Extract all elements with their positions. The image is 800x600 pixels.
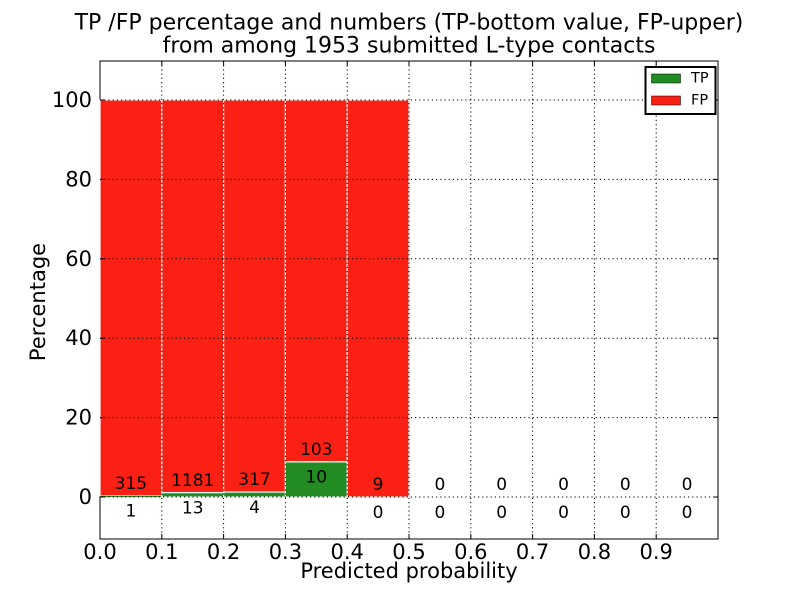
fp-count-label-6: 0 bbox=[496, 475, 507, 495]
x-tick-label-0.9: 0.9 bbox=[639, 540, 672, 564]
x-tick-label-0.2: 0.2 bbox=[207, 540, 240, 564]
fp-count-label-0: 315 bbox=[115, 474, 147, 494]
fp-count-label-7: 0 bbox=[558, 475, 569, 495]
x-tick-label-0.5: 0.5 bbox=[392, 540, 425, 564]
tp-count-label-0: 1 bbox=[125, 502, 136, 522]
tp-count-label-4: 0 bbox=[373, 503, 384, 523]
y-tick-label-60: 60 bbox=[65, 247, 92, 271]
chart-title-line-1: TP /FP percentage and numbers (TP-bottom… bbox=[74, 11, 744, 36]
tp-count-label-2: 4 bbox=[249, 498, 260, 518]
bar-fp-0 bbox=[99, 99, 163, 497]
bar-tp-0 bbox=[100, 495, 162, 497]
fp-count-label-9: 0 bbox=[682, 475, 693, 495]
bar-tp-1 bbox=[161, 492, 225, 498]
fp-count-label-3: 103 bbox=[300, 440, 332, 460]
x-tick-label-0.6: 0.6 bbox=[454, 540, 487, 564]
tp-count-label-1: 13 bbox=[182, 499, 204, 519]
tp-count-label-3: 10 bbox=[305, 468, 327, 488]
x-tick-label-0.3: 0.3 bbox=[269, 540, 302, 564]
fp-count-label-5: 0 bbox=[434, 475, 445, 495]
x-tick-label-0.8: 0.8 bbox=[578, 540, 611, 564]
x-tick-label-0.1: 0.1 bbox=[145, 540, 178, 564]
fp-count-label-8: 0 bbox=[620, 475, 631, 495]
fp-count-label-1: 1181 bbox=[171, 471, 214, 491]
legend-swatch-fp bbox=[651, 95, 681, 106]
chart-title-line-2: from among 1953 submitted L-type contact… bbox=[163, 34, 656, 59]
x-tick-label-0.0: 0.0 bbox=[83, 540, 116, 564]
tp-count-label-5: 0 bbox=[434, 503, 445, 523]
y-axis-label: Percentage bbox=[26, 243, 50, 361]
y-tick-label-80: 80 bbox=[65, 167, 92, 191]
tp-count-label-7: 0 bbox=[558, 503, 569, 523]
tp-count-label-6: 0 bbox=[496, 503, 507, 523]
legend-label-fp: FP bbox=[691, 93, 708, 109]
legend-label-tp: TP bbox=[690, 71, 709, 87]
y-tick-label-40: 40 bbox=[65, 326, 92, 350]
x-axis-label: Predicted probability bbox=[300, 559, 517, 583]
fp-count-label-2: 317 bbox=[238, 470, 270, 490]
fp-count-label-4: 9 bbox=[373, 475, 384, 495]
bar-fp-1 bbox=[161, 99, 225, 494]
y-tick-label-20: 20 bbox=[65, 406, 92, 430]
bar-fp-4 bbox=[346, 99, 410, 498]
bar-tp-2 bbox=[223, 491, 287, 498]
bar-fp-2 bbox=[223, 99, 287, 493]
legend-swatch-tp bbox=[651, 73, 681, 84]
tp-count-label-9: 0 bbox=[682, 503, 693, 523]
y-tick-label-0: 0 bbox=[79, 485, 92, 509]
bar-fp-3 bbox=[284, 99, 348, 463]
legend: TP FP bbox=[644, 66, 717, 115]
tp-count-label-8: 0 bbox=[620, 503, 631, 523]
x-tick-label-0.7: 0.7 bbox=[516, 540, 549, 564]
y-tick-label-100: 100 bbox=[52, 88, 92, 112]
x-tick-label-0.4: 0.4 bbox=[330, 540, 363, 564]
